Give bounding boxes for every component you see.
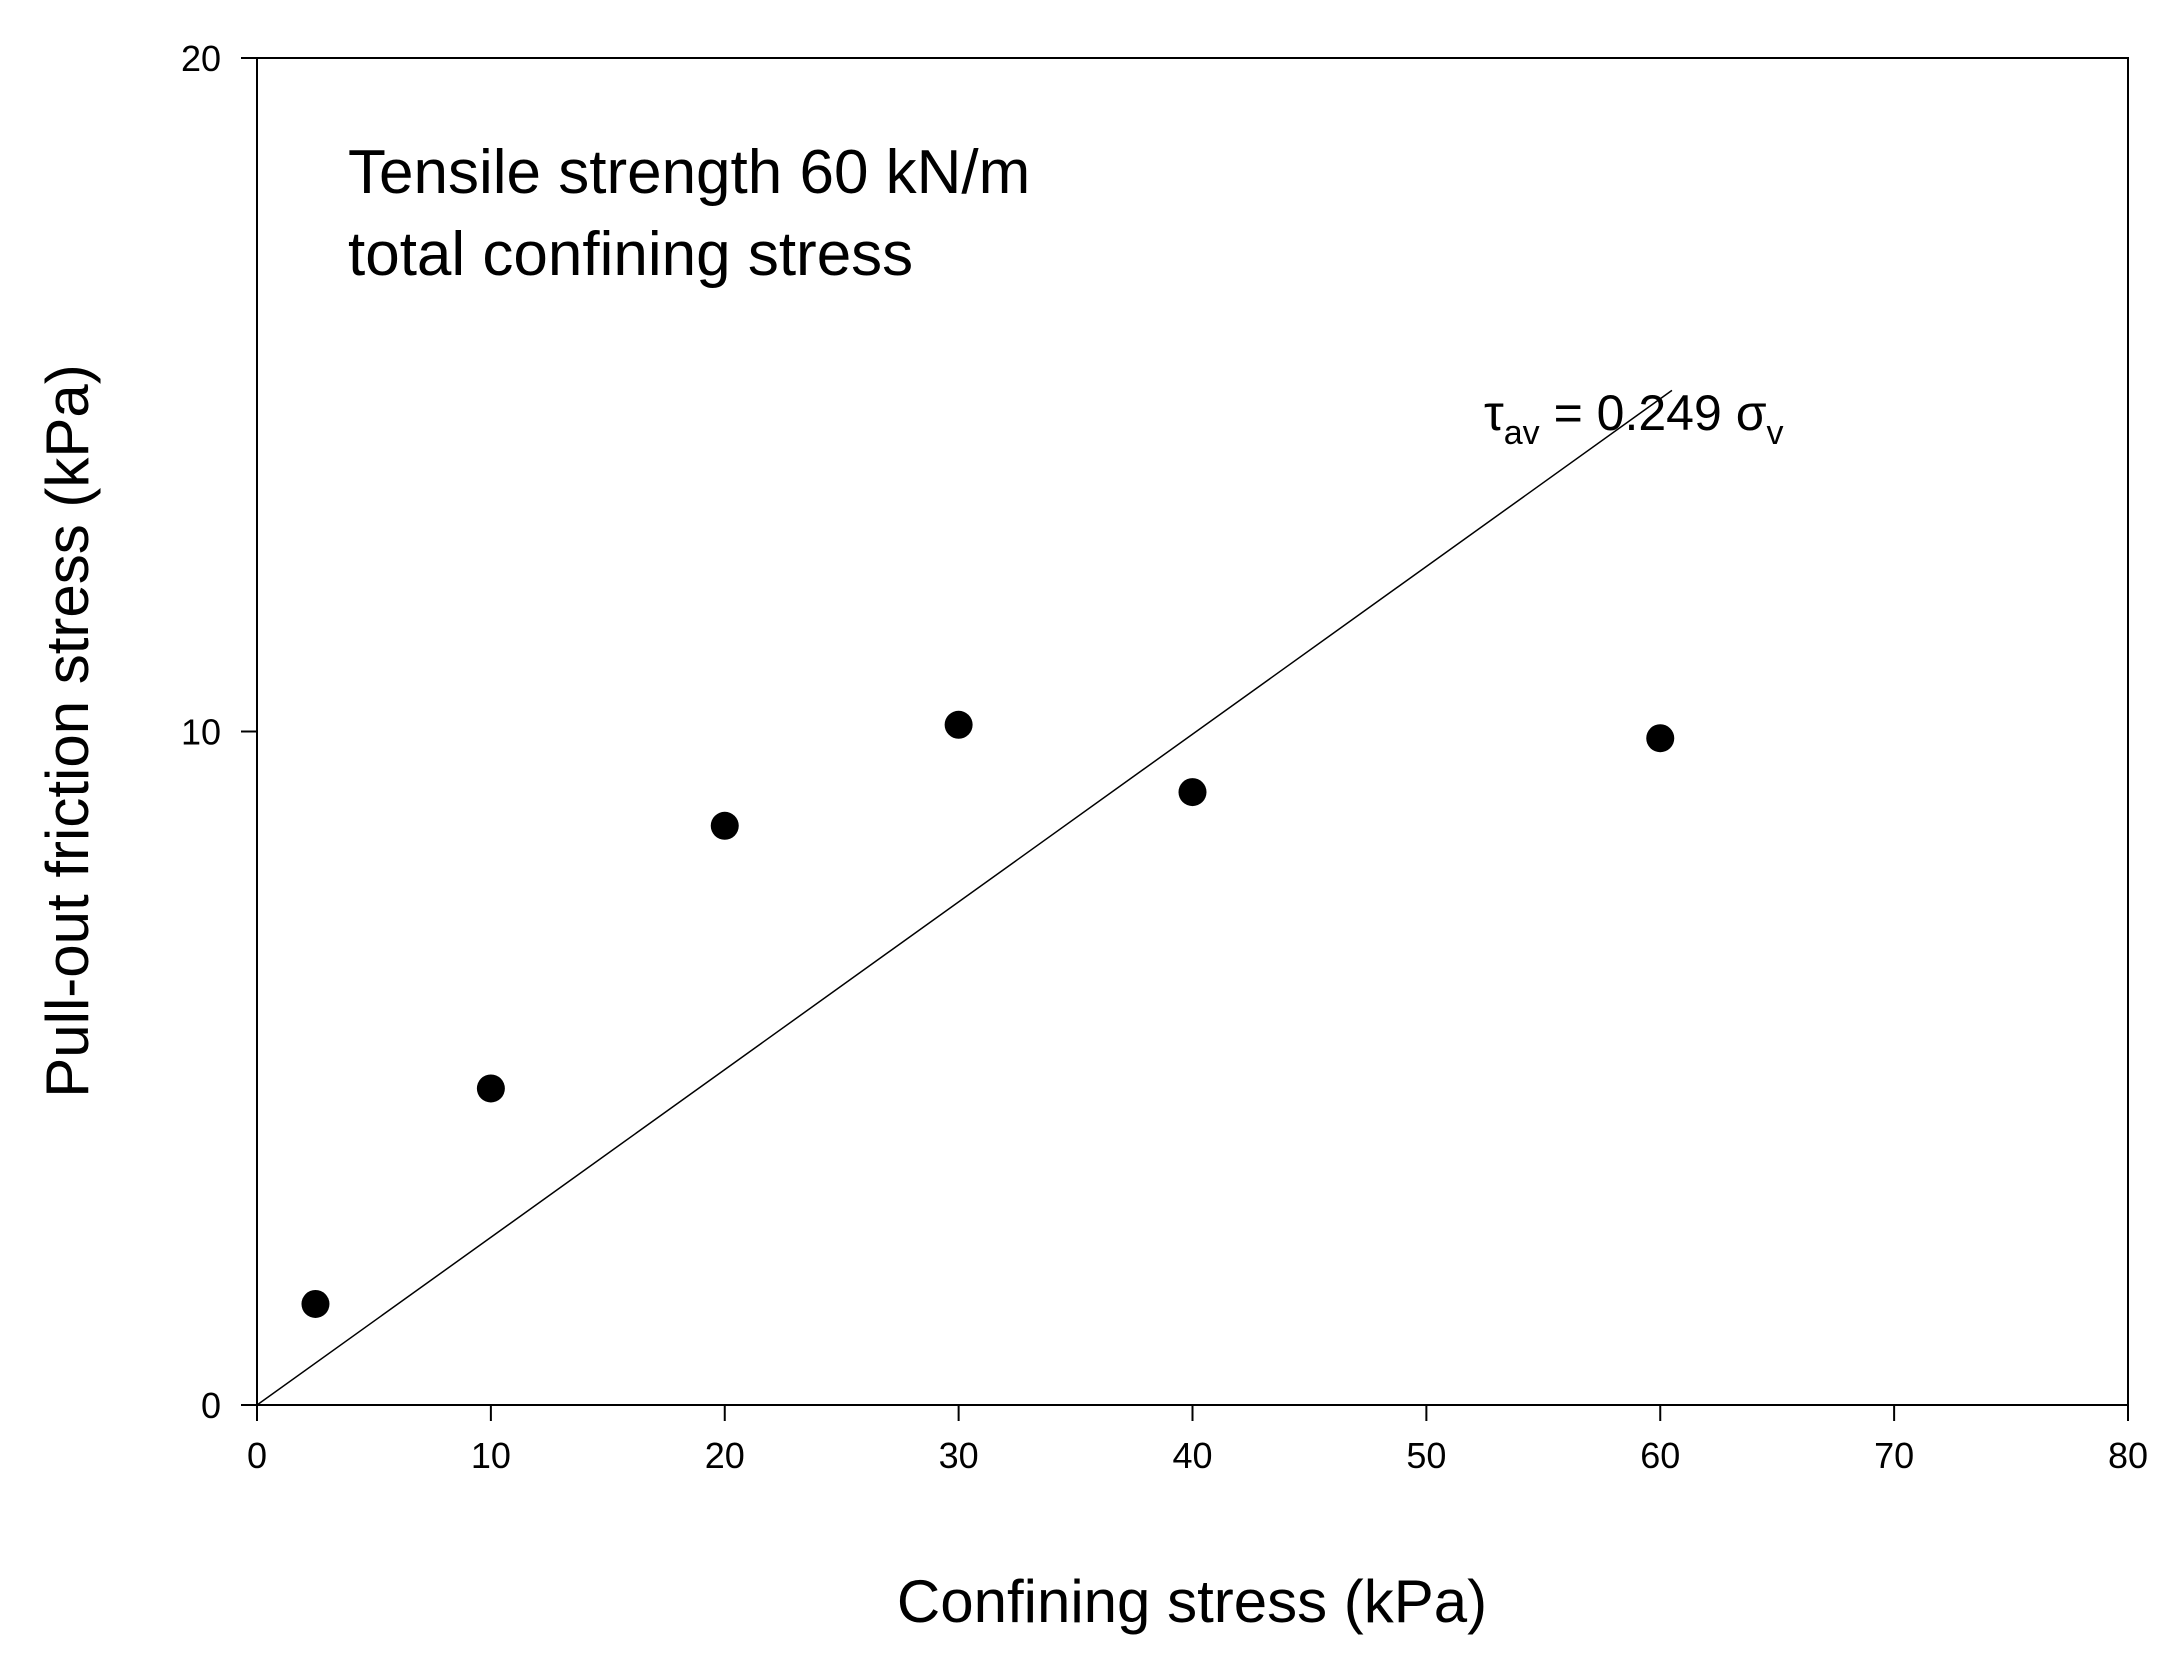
- x-axis-ticks: 0 10 20 30 40 50 60 70 80: [247, 1405, 2148, 1476]
- data-point: [1646, 724, 1675, 753]
- regression-line: [256, 389, 1673, 1406]
- data-point: [301, 1289, 330, 1318]
- equation-sigma: σ: [1736, 385, 1767, 441]
- y-axis-title: Pull-out friction stress (kPa): [34, 364, 101, 1098]
- data-point: [710, 811, 739, 840]
- fit-equation: τav = 0.249 σv: [1484, 385, 1784, 452]
- annotation-line-1: Tensile strength 60 kN/m: [348, 138, 1030, 207]
- x-tick-label: 30: [939, 1435, 979, 1476]
- data-point: [476, 1074, 505, 1103]
- y-tick-label: 20: [181, 38, 221, 79]
- x-tick-label: 70: [1874, 1435, 1914, 1476]
- y-tick-label: 10: [181, 712, 221, 753]
- x-tick-label: 50: [1406, 1435, 1446, 1476]
- x-tick-label: 60: [1640, 1435, 1680, 1476]
- x-tick-label: 80: [2108, 1435, 2148, 1476]
- equation-tau: τ: [1484, 385, 1504, 441]
- data-points: [301, 710, 1675, 1318]
- annotation-line-2: total confining stress: [348, 220, 913, 289]
- x-axis-title: Confining stress (kPa): [897, 1568, 1487, 1635]
- x-tick-label: 10: [471, 1435, 511, 1476]
- y-axis-ticks: 0 10 20: [181, 38, 257, 1426]
- data-point: [944, 710, 973, 739]
- equation-sigma-subscript: v: [1767, 414, 1784, 452]
- x-tick-label: 0: [247, 1435, 267, 1476]
- x-tick-label: 20: [705, 1435, 745, 1476]
- y-tick-label: 0: [201, 1385, 221, 1426]
- equation-coefficient: = 0.249: [1540, 385, 1736, 441]
- equation-tau-subscript: av: [1504, 414, 1540, 452]
- data-point: [1178, 778, 1207, 807]
- x-tick-label: 40: [1172, 1435, 1212, 1476]
